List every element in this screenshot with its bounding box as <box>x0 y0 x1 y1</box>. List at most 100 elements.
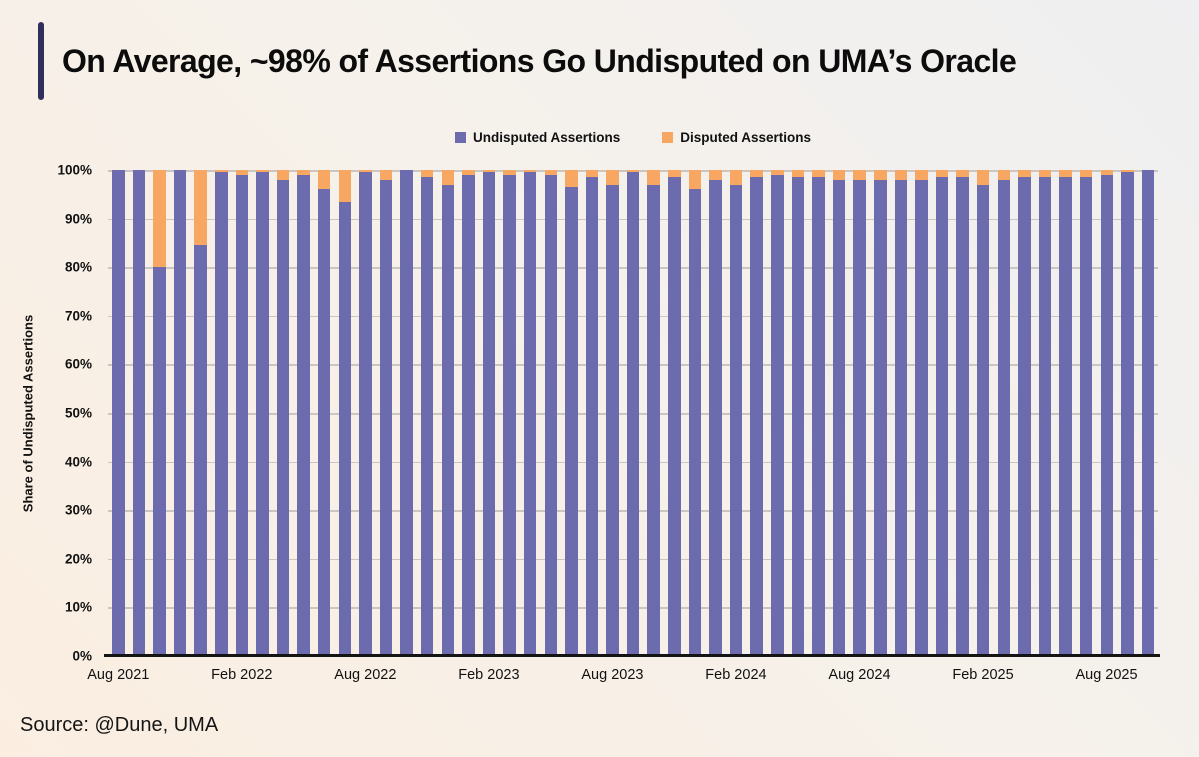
source-note: Source: @Dune, UMA <box>20 714 219 736</box>
disputed-segment <box>523 170 537 173</box>
bar-slot <box>685 170 706 656</box>
disputed-segment <box>976 170 990 185</box>
bar-slot <box>829 170 850 656</box>
bar-jul-2022 <box>338 170 352 656</box>
bar-dec-2023 <box>688 170 702 656</box>
disputed-segment <box>997 170 1011 180</box>
disputed-segment <box>215 170 228 173</box>
bar-apr-2025 <box>1018 170 1031 656</box>
bar-slot <box>973 170 994 656</box>
bar-slot <box>417 170 438 656</box>
bar-slot <box>952 170 973 656</box>
bar-series <box>108 170 1158 656</box>
bar-feb-2023 <box>482 170 496 656</box>
bar-mar-2023 <box>503 170 516 656</box>
undisputed-segment <box>317 189 331 656</box>
bar-slot <box>1138 170 1159 656</box>
disputed-segment <box>1121 170 1134 173</box>
disputed-segment <box>668 170 681 178</box>
undisputed-segment <box>585 177 599 656</box>
bar-slot <box>767 170 788 656</box>
undisputed-segment <box>997 179 1011 656</box>
bar-feb-2025 <box>976 170 990 656</box>
disputed-segment <box>626 170 640 173</box>
y-tick-label-80: 80% <box>64 259 92 275</box>
undisputed-segment <box>709 179 722 656</box>
undisputed-segment <box>359 172 372 656</box>
y-axis-tick-labels: 0% 10% 20% 30% 40% 50% 60% 70% 80% 90% 100% <box>0 163 100 664</box>
y-tick-label-40: 40% <box>64 454 92 470</box>
bar-sep-2025 <box>1121 170 1134 656</box>
bar-slot <box>891 170 912 656</box>
bar-nov-2021 <box>173 170 187 656</box>
disputed-segment <box>1059 170 1072 178</box>
bar-slot <box>149 170 170 656</box>
legend: Undisputed Assertions Disputed Assertion… <box>108 130 1158 145</box>
disputed-segment <box>338 170 352 202</box>
bar-slot <box>232 170 253 656</box>
bar-apr-2022 <box>276 170 290 656</box>
disputed-segment <box>935 170 949 178</box>
legend-label-disputed: Disputed Assertions <box>680 130 812 145</box>
undisputed-segment <box>688 189 702 656</box>
undisputed-segment <box>668 177 681 656</box>
bar-slot <box>808 170 829 656</box>
y-tick-label-20: 20% <box>64 551 92 567</box>
bar-jan-2022 <box>215 170 228 656</box>
disputed-segment <box>462 170 475 175</box>
undisputed-segment <box>956 177 969 656</box>
x-tick-label-aug-2022: Aug 2022 <box>334 667 397 683</box>
bar-slot <box>643 170 664 656</box>
undisputed-segment <box>276 179 290 656</box>
bar-sep-2023 <box>626 170 640 656</box>
disputed-segment <box>647 170 660 185</box>
bar-slot <box>376 170 397 656</box>
bar-slot <box>870 170 891 656</box>
bar-may-2024 <box>791 170 805 656</box>
disputed-segment <box>441 170 455 185</box>
undisputed-segment <box>194 245 207 656</box>
undisputed-segment <box>565 187 578 656</box>
bar-sep-2021 <box>132 170 146 656</box>
x-tick-label-aug-2021: Aug 2021 <box>87 667 150 683</box>
x-tick-label-aug-2023: Aug 2023 <box>581 667 644 683</box>
x-axis-tick-labels: Aug 2021 Feb 2022 Aug 2022 Feb 2023 Aug 2023… <box>87 667 1158 689</box>
undisputed-segment <box>503 174 516 656</box>
undisputed-segment <box>215 172 228 656</box>
bar-slot <box>170 170 191 656</box>
disputed-segment <box>544 170 558 175</box>
bar-slot <box>396 170 417 656</box>
bar-jul-2024 <box>832 170 846 656</box>
undisputed-segment <box>853 179 866 656</box>
undisputed-segment <box>153 267 166 656</box>
undisputed-segment <box>812 177 825 656</box>
bar-slot <box>273 170 294 656</box>
bar-slot <box>293 170 314 656</box>
disputed-segment <box>503 170 516 175</box>
bar-slot <box>314 170 335 656</box>
disputed-segment <box>297 170 310 175</box>
bar-oct-2022 <box>400 170 413 656</box>
page-title: On Average, ~98% of Assertions Go Undisp… <box>62 43 1017 79</box>
x-tick-label-feb-2025: Feb 2025 <box>952 667 1014 683</box>
disputed-segment <box>379 170 393 180</box>
bar-oct-2023 <box>647 170 660 656</box>
undisputed-segment <box>523 172 537 656</box>
undisputed-segment <box>935 177 949 656</box>
bar-slot <box>602 170 623 656</box>
x-tick-label-feb-2024: Feb 2024 <box>705 667 767 683</box>
bar-mar-2024 <box>750 170 763 656</box>
bar-feb-2024 <box>729 170 743 656</box>
disputed-segment <box>688 170 702 190</box>
undisputed-segment <box>606 184 619 656</box>
undisputed-segment <box>874 179 887 656</box>
bar-mar-2022 <box>256 170 269 656</box>
disputed-segment <box>832 170 846 180</box>
disputed-segment <box>1038 170 1052 178</box>
undisputed-segment <box>1121 172 1134 656</box>
disputed-segment <box>235 170 249 175</box>
bar-apr-2023 <box>523 170 537 656</box>
bar-oct-2025 <box>1141 170 1155 656</box>
x-axis-line <box>104 654 1160 657</box>
